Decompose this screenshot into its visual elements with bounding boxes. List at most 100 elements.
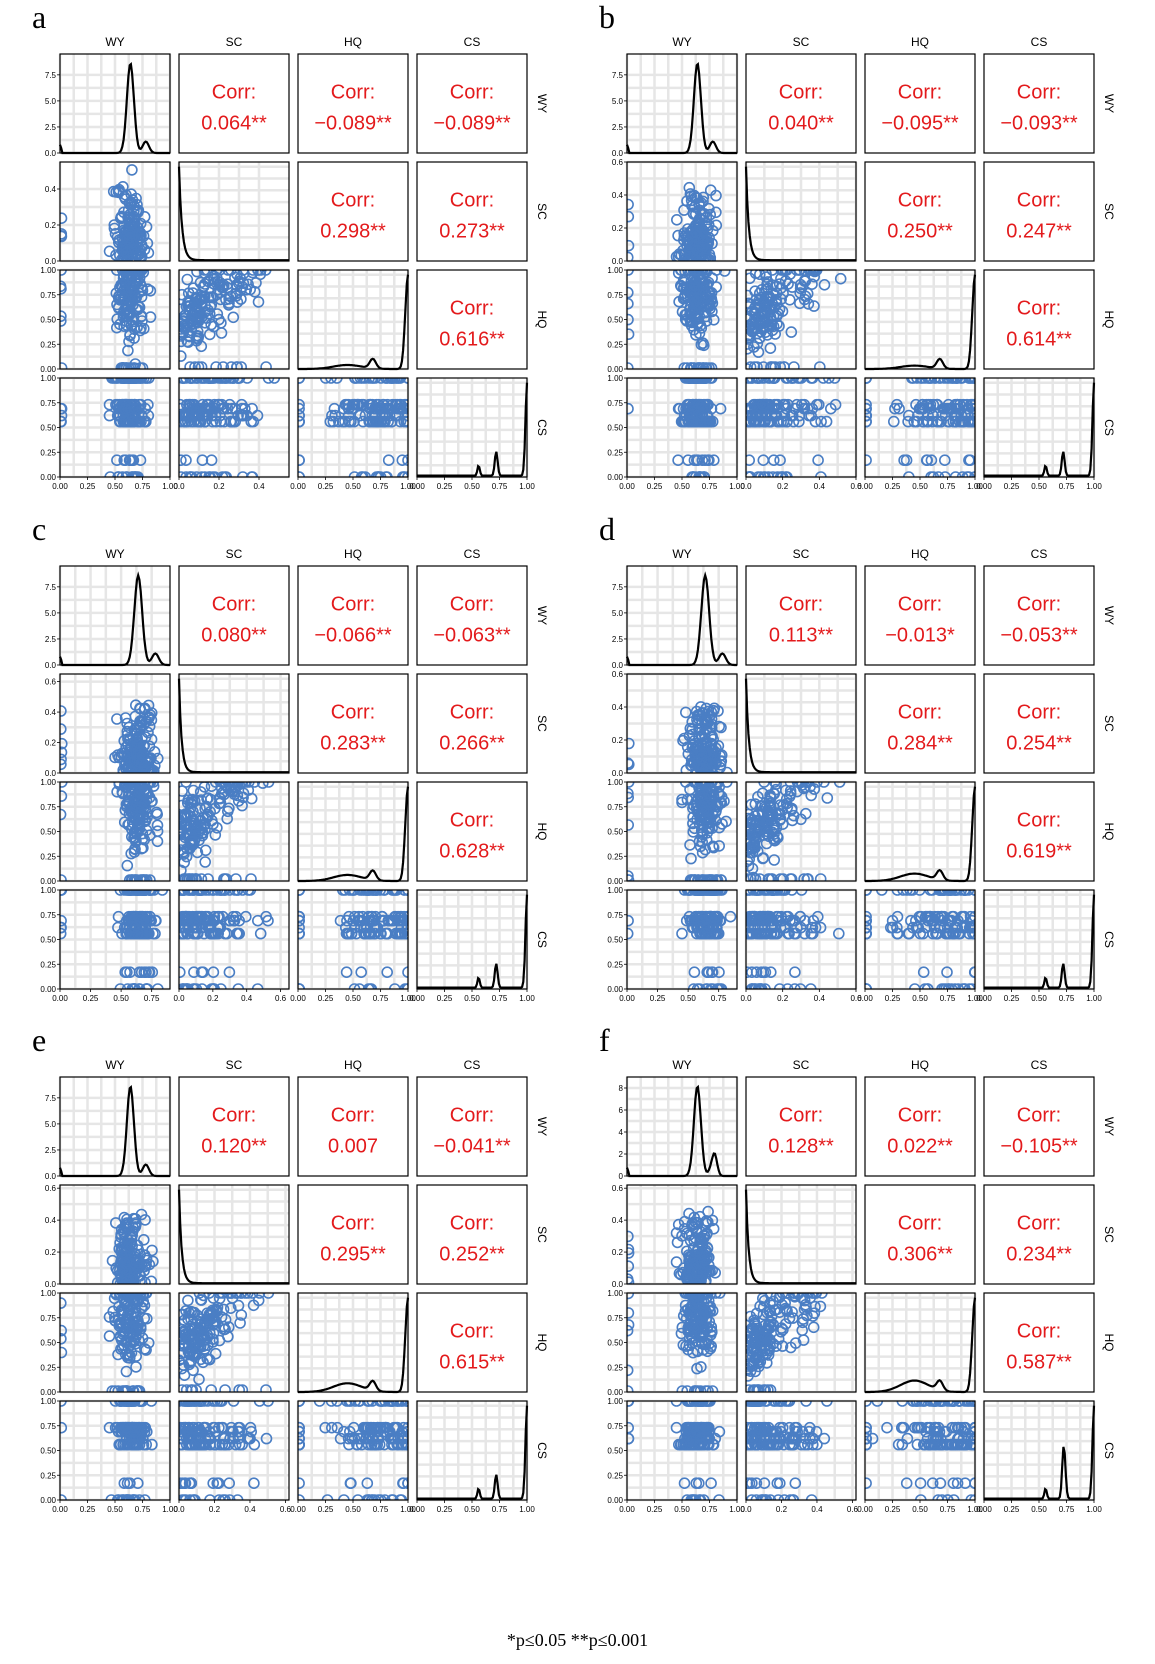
y-tick-label: 0.2 <box>612 736 624 745</box>
scatter-point <box>817 378 830 384</box>
cell-wy-sc: Corr: 0.080** <box>178 565 290 666</box>
scatter-point <box>325 378 337 384</box>
scatter-point <box>179 983 189 989</box>
scatter-point <box>179 398 186 411</box>
scatter-point <box>179 318 188 330</box>
scatter-points <box>60 378 155 477</box>
scatter-point <box>747 871 760 881</box>
x-tick-label: 0.00 <box>409 994 425 1003</box>
scatter-point <box>60 362 68 369</box>
scatter-point <box>184 361 196 369</box>
scatter-point <box>784 787 797 800</box>
y-tick-label: 1.00 <box>40 886 56 895</box>
row-label-hq: HQ <box>1102 311 1116 329</box>
cell-wy-sc: Corr: 0.113** <box>745 565 857 666</box>
scatter-point <box>789 966 801 978</box>
scatter-point <box>128 983 141 989</box>
column-label-cs: CS <box>464 35 481 49</box>
scatter-point <box>353 983 366 989</box>
x-tick-label: 0.75 <box>373 994 389 1003</box>
scatter-point <box>195 361 208 369</box>
cell-cs-wy: 0.00 0.25 0.50 0.75 1.00 0.00 0.25 0.50 0.75 1.00 <box>40 374 178 491</box>
scatter-point <box>627 914 634 927</box>
scatter-point <box>213 797 226 810</box>
corr-value: 0.040** <box>768 113 834 135</box>
scatter-point <box>246 270 259 279</box>
column-label-cs: CS <box>1031 547 1048 561</box>
scatter-point <box>690 270 703 276</box>
scatter-point <box>193 415 206 428</box>
scatter-point <box>627 328 635 340</box>
scatter-point <box>137 270 150 279</box>
scatter-point <box>889 402 901 415</box>
x-tick-label: 0.25 <box>83 994 99 1003</box>
scatter-point <box>920 398 933 411</box>
scatter-point <box>138 378 150 384</box>
y-tick-label: 7.5 <box>612 71 624 80</box>
scatter-point <box>925 454 938 466</box>
scatter-point <box>121 966 133 978</box>
scatter-point <box>202 921 215 934</box>
scatter-points <box>746 782 846 881</box>
scatter-point <box>145 765 157 773</box>
scatter-point <box>694 204 706 217</box>
y-tick-label: 0.75 <box>40 803 56 812</box>
scatter-point <box>701 983 714 989</box>
scatter-point <box>762 292 774 305</box>
scatter-point <box>710 206 722 219</box>
scatter-point <box>131 270 143 276</box>
grid <box>58 376 172 479</box>
scatter-point <box>767 378 780 384</box>
scatter-point <box>195 378 207 384</box>
scatter-point <box>785 873 798 881</box>
scatter-point <box>706 297 719 309</box>
scatter-point <box>670 213 683 226</box>
scatter-point <box>114 983 127 989</box>
scatter-point <box>205 454 218 466</box>
grid <box>744 162 858 263</box>
cell-border <box>416 565 528 666</box>
column-label-wy: WY <box>105 35 124 49</box>
cell-hq-hq <box>296 781 410 883</box>
scatter-point <box>708 313 720 326</box>
cell-border <box>178 269 290 370</box>
corr-value: −0.093** <box>1000 113 1078 135</box>
cell-hq-cs: Corr: 0.614** <box>983 269 1095 370</box>
scatter-point <box>380 378 392 384</box>
cell-cs-sc: 0.0 0.2 0.4 <box>173 376 290 491</box>
scatter-point <box>709 890 722 896</box>
scatter-point <box>770 782 782 790</box>
y-tick-label: 0.50 <box>40 424 56 433</box>
cell-hq-hq <box>863 269 977 371</box>
cell-wy-hq: Corr: −0.089** <box>297 53 409 154</box>
cell-hq-sc <box>177 780 290 883</box>
scatter-point <box>798 293 811 306</box>
scatter-point <box>382 914 394 927</box>
scatter-point <box>691 362 704 369</box>
y-tick-label: 0.00 <box>607 877 623 886</box>
corr-label: Corr: <box>1017 190 1061 212</box>
scatter-point <box>381 966 393 978</box>
scatter-point <box>755 471 767 477</box>
x-tick-label: 0.25 <box>647 482 663 491</box>
corr-label: Corr: <box>450 82 494 104</box>
scatter-point <box>709 874 722 881</box>
scatter-point <box>111 313 124 325</box>
scatter-point <box>125 927 138 940</box>
scatter-point <box>749 873 762 881</box>
y-tick-label: 2.5 <box>612 635 624 644</box>
scatter-point <box>806 278 818 290</box>
scatter-point <box>229 415 242 428</box>
scatter-point <box>627 758 635 771</box>
scatter-point <box>188 966 200 978</box>
scatter-point <box>935 415 947 428</box>
scatter-point <box>152 983 164 989</box>
scatter-point <box>179 471 187 477</box>
scatter-point <box>764 342 777 354</box>
scatter-point <box>124 226 136 238</box>
x-tick-label: 0.50 <box>464 482 480 491</box>
scatter-point <box>215 327 228 339</box>
scatter-point <box>109 378 122 384</box>
scatter-point <box>179 966 186 978</box>
scatter-point <box>127 415 140 428</box>
